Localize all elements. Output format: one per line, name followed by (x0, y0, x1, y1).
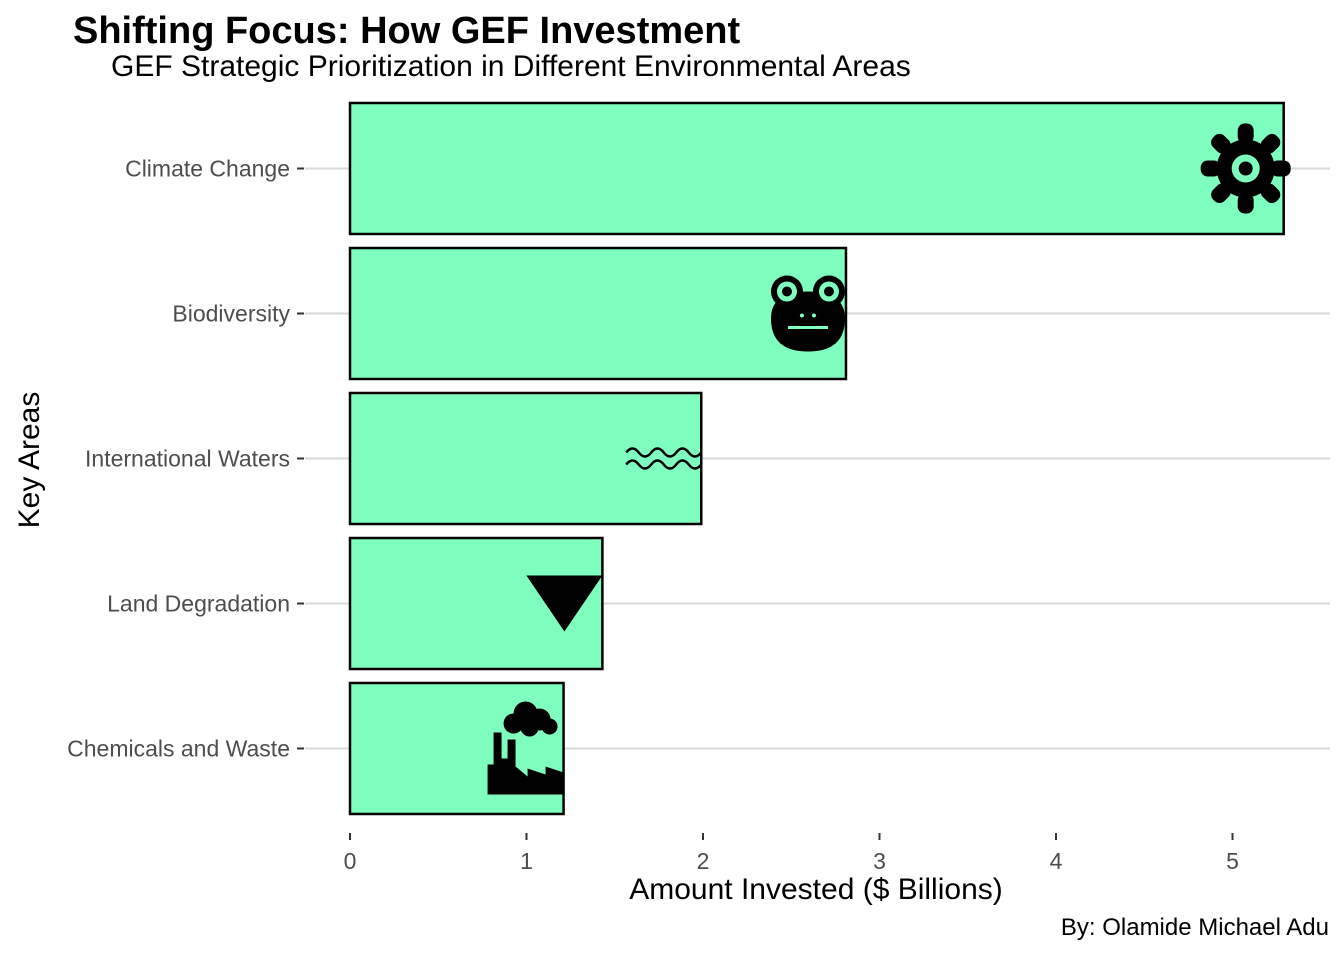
y-tick-label: Biodiversity (172, 301, 290, 327)
bar (348, 101, 1285, 236)
y-tick-label: Climate Change (125, 156, 290, 182)
y-tick-label: International Waters (85, 446, 290, 472)
factory-icon (487, 701, 564, 795)
x-tick-label: 4 (1050, 848, 1063, 874)
down-triangle-icon (526, 575, 603, 632)
x-tick-label: 2 (697, 848, 710, 874)
x-tick-label: 0 (344, 848, 357, 874)
water-waves-icon (625, 447, 703, 470)
y-tick-label: Chemicals and Waste (67, 736, 290, 762)
frog-icon (770, 275, 845, 352)
x-tick-label: 3 (873, 848, 886, 874)
x-axis-label: Amount Invested ($ Billions) (629, 873, 1003, 906)
bar (348, 391, 703, 526)
bar (348, 246, 848, 381)
chart-caption: By: Olamide Michael Adu (1060, 914, 1329, 941)
chart-subtitle: GEF Strategic Prioritization in Differen… (111, 50, 911, 83)
y-tick-label: Land Degradation (107, 591, 290, 617)
y-axis-label: Key Areas (13, 391, 46, 529)
x-tick-label: 1 (520, 848, 533, 874)
x-tick-label: 5 (1226, 848, 1239, 874)
chart-title: Shifting Focus: How GEF Investment (73, 10, 741, 52)
gear-icon (1200, 123, 1291, 214)
